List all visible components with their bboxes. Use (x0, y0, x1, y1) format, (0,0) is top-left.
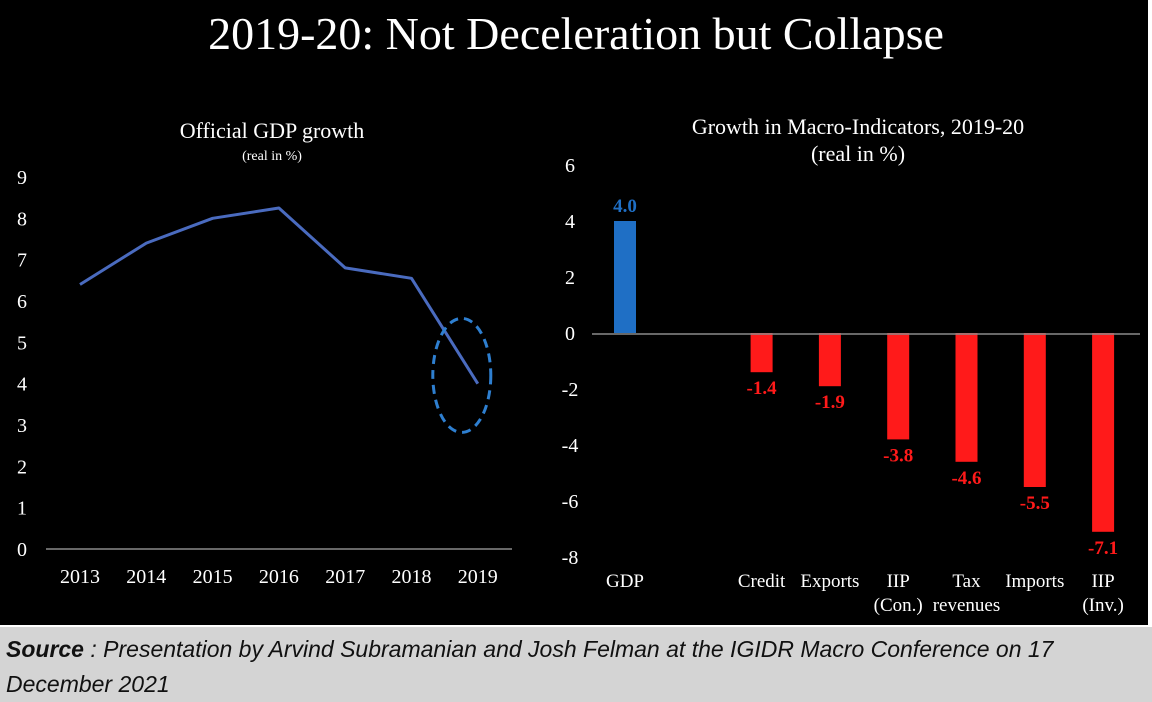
bar-category-label: IIP (1091, 571, 1114, 592)
line-x-tick-label: 2015 (193, 566, 233, 588)
bar-value-label: -1.4 (747, 378, 778, 399)
line-y-tick-label: 0 (17, 539, 27, 561)
line-y-tick-label: 8 (17, 208, 27, 230)
bar-y-tick-label: 2 (565, 267, 575, 289)
line-chart-subtitle: (real in %) (242, 149, 302, 164)
line-x-tick-label: 2014 (126, 566, 166, 588)
slide: 2019-20: Not Deceleration but Collapse O… (0, 0, 1152, 625)
bar-category-label: Credit (738, 571, 786, 592)
bar-y-tick-label: -2 (562, 379, 579, 401)
line-y-tick-label: 2 (17, 456, 27, 478)
bar-value-label: -1.9 (815, 392, 845, 413)
bar-y-tick-label: 4 (565, 211, 575, 233)
bar-category-label: Imports (1005, 571, 1064, 592)
line-y-tick-label: 6 (17, 291, 27, 313)
bar-value-label: -5.5 (1020, 493, 1050, 514)
line-chart-y-ticks: 0 1 2 3 4 5 6 7 8 9 (17, 167, 27, 561)
bar (887, 333, 910, 440)
bar (614, 221, 636, 333)
bar-value-label: -7.1 (1088, 538, 1118, 559)
line-y-tick-label: 5 (17, 332, 27, 354)
bar-category-label: Exports (800, 571, 859, 592)
bar (1023, 333, 1046, 487)
bar-y-tick-label: -6 (562, 491, 579, 513)
bar-y-tick-label: -4 (562, 435, 579, 457)
gdp-growth-line-chart: Official GDP growth (real in %) 0 1 2 3 4 5 6 7… (17, 118, 512, 588)
bar-category-label: IIP (887, 571, 910, 592)
bar-category-label: Tax (952, 571, 981, 592)
line-x-tick-label: 2016 (259, 566, 299, 588)
source-caption: Source : Presentation by Arvind Subraman… (0, 625, 1152, 702)
line-y-tick-label: 3 (17, 415, 27, 437)
bar-chart-title: Growth in Macro-Indicators, 2019-20 (692, 114, 1024, 139)
bar-chart-bars: 4.0 -1.4 -1.9 -3.8 -4.6 -5.5 -7.1 (613, 196, 1118, 559)
bar-chart-y-ticks: -8 -6 -4 -2 0 2 4 6 (562, 155, 579, 569)
line-x-tick-label: 2019 (458, 566, 498, 588)
slide-title: 2019-20: Not Deceleration but Collapse (208, 8, 944, 59)
bar-value-label: -4.6 (951, 468, 981, 489)
bar-category-label: GDP (606, 571, 644, 592)
bar-y-tick-label: 6 (565, 155, 575, 177)
bar (750, 333, 773, 373)
bar-category-label: revenues (933, 595, 1001, 616)
bar-y-tick-label: -8 (562, 547, 579, 569)
bar-value-label: 4.0 (613, 196, 637, 217)
bar-category-label: (Con.) (874, 595, 923, 616)
macro-indicators-bar-chart: Growth in Macro-Indicators, 2019-20 (rea… (562, 114, 1140, 616)
source-label: Source (6, 636, 84, 662)
bar (955, 333, 978, 462)
bar-category-label: (Inv.) (1082, 595, 1124, 616)
bar-value-label: -3.8 (883, 445, 913, 466)
line-y-tick-label: 4 (17, 374, 27, 396)
line-x-tick-label: 2013 (60, 566, 100, 588)
line-chart-x-ticks: 2013 2014 2015 2016 2017 2018 2019 (60, 566, 498, 588)
line-y-tick-label: 1 (17, 498, 27, 520)
source-text: : Presentation by Arvind Subramanian and… (6, 636, 1054, 697)
bar-y-tick-label: 0 (565, 323, 575, 345)
highlight-ellipse (431, 316, 493, 434)
bar (1092, 333, 1115, 532)
bar-chart-categories: GDP Credit Exports IIP (Con.) Tax revenuesImpo… (606, 571, 1124, 616)
bar-chart-subtitle: (real in %) (811, 141, 905, 166)
line-y-tick-label: 7 (17, 250, 27, 272)
line-x-tick-label: 2018 (392, 566, 432, 588)
bar (818, 333, 841, 387)
gdp-series-line (79, 206, 480, 385)
line-x-tick-label: 2017 (325, 566, 365, 588)
line-y-tick-label: 9 (17, 167, 27, 189)
line-chart-title: Official GDP growth (180, 118, 365, 143)
